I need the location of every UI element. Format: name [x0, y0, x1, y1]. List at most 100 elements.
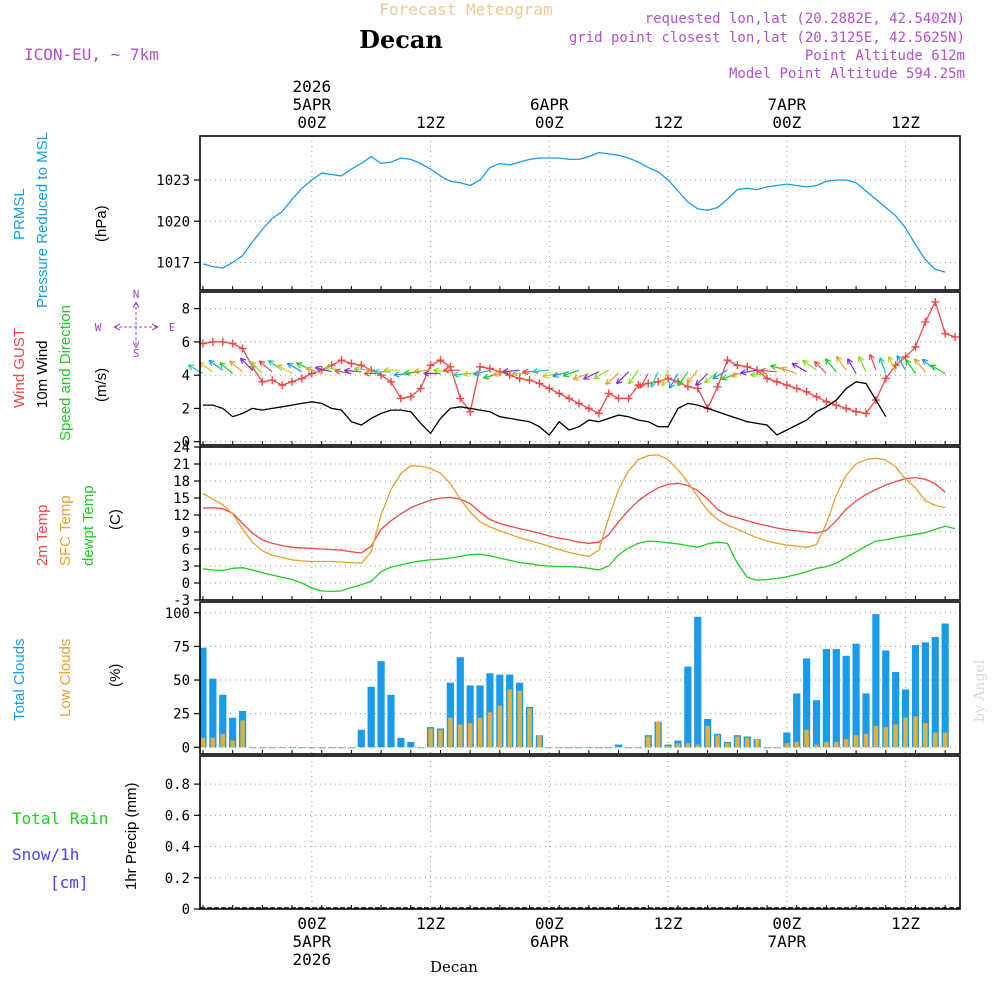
wind-arrow	[868, 353, 877, 371]
gust-point	[525, 376, 534, 385]
low-cloud-bar	[497, 705, 503, 748]
wind-arrow	[677, 371, 689, 387]
total-cloud-bar	[456, 657, 464, 748]
wind-arrow	[542, 372, 560, 379]
gust-point	[693, 384, 702, 393]
cloud-panel-label: Total Clouds Low Clouds (%)	[11, 638, 124, 721]
model-name: ICON-EU, ~ 7km	[24, 45, 159, 64]
low-cloud-bar	[458, 724, 463, 748]
wind-arrow	[835, 355, 847, 371]
gust-point	[683, 382, 692, 391]
total-cloud-bar	[614, 744, 623, 748]
wind-arrow	[228, 360, 243, 373]
pressure-unit: (hPa)	[93, 205, 110, 242]
gust-point	[347, 359, 356, 368]
low-cloud-bar	[537, 735, 542, 748]
gust-point	[476, 362, 485, 371]
grid-point-lonlat: grid point closest lon,lat (20.3125E, 42…	[569, 30, 965, 46]
wind-arrow	[593, 369, 609, 380]
wind-series-wind-gust	[202, 300, 956, 415]
compass-n: N	[133, 288, 140, 301]
bottom-time-label: 12Z	[891, 914, 920, 933]
wind-arrow	[639, 373, 649, 389]
wind-label-10m: 10m Wind	[34, 340, 51, 408]
low-cloud-bar	[843, 739, 849, 748]
top-time-label: 6APR	[530, 95, 569, 114]
cloud-label-low: Low Clouds	[57, 639, 74, 717]
gust-point	[733, 361, 742, 370]
wind-label-gust: Wind GUST	[11, 328, 28, 408]
low-cloud-bar	[527, 708, 532, 748]
bottom-time-label: 5APR	[293, 932, 332, 951]
gust-point	[238, 344, 247, 353]
wind-arrow	[824, 358, 837, 373]
low-cloud-bar	[754, 739, 760, 748]
gust-point	[208, 337, 217, 346]
wind-arrow	[615, 371, 629, 385]
footer-location: Decan	[430, 958, 478, 976]
gust-point	[802, 387, 811, 396]
gust-point	[584, 404, 593, 413]
temp-unit: (C)	[107, 509, 124, 530]
gust-point	[822, 397, 831, 406]
temperature-ytick-label: 24	[173, 440, 190, 456]
temperature-ytick-label: 6	[182, 542, 190, 558]
wind-arrow	[703, 371, 718, 384]
cloud-unit: (%)	[107, 664, 124, 687]
point-altitude: Point Altitude 612m	[805, 48, 965, 64]
total-cloud-bar	[219, 694, 227, 748]
total-cloud-bar	[684, 666, 692, 748]
gust-point	[575, 399, 584, 408]
top-time-label: 12Z	[891, 113, 920, 132]
wind-arrow	[219, 361, 234, 374]
pressure-panel-label: PRMSL Pressure Reduced to MSL (hPa)	[11, 132, 110, 308]
total-cloud-bar	[486, 673, 494, 748]
total-cloud-bar	[367, 686, 375, 748]
wind-ytick-label: 8	[182, 302, 190, 318]
temperature-ytick-label: 9	[182, 525, 190, 541]
wind-arrow	[896, 354, 907, 371]
total-cloud-bar	[931, 636, 939, 748]
total-cloud-bar	[466, 685, 474, 748]
gust-point	[436, 356, 445, 365]
temperature-ytick-label: 21	[173, 457, 190, 473]
total-cloud-bar	[892, 671, 900, 748]
low-cloud-bar	[933, 732, 938, 748]
pressure-series-prmsl	[202, 151, 946, 273]
precip-ytick-label: 0.2	[165, 871, 190, 887]
gust-point	[901, 352, 910, 361]
low-cloud-bar	[230, 740, 235, 748]
gust-point	[713, 382, 722, 391]
low-cloud-bar	[507, 689, 512, 748]
wind-arrow	[582, 371, 600, 380]
wind-arrow	[802, 359, 817, 371]
gust-point	[624, 394, 633, 403]
pressure-ytick-label: 1023	[156, 173, 190, 189]
total-cloud-bar	[941, 623, 949, 748]
gust-point	[377, 371, 386, 380]
precip-label-snow: Snow/1h	[12, 845, 79, 864]
low-cloud-bar	[863, 733, 869, 748]
total-cloud-bar	[694, 616, 702, 748]
wind-arrow	[276, 364, 293, 375]
wind-arrow	[929, 364, 946, 375]
total-cloud-bar	[199, 647, 207, 748]
clouds-ytick-label: 75	[173, 639, 190, 655]
wind-ytick-label: 2	[182, 401, 190, 417]
gust-point	[545, 384, 554, 393]
compass-w: W	[95, 321, 102, 334]
gust-point	[941, 329, 950, 338]
wind-arrow	[249, 360, 263, 374]
wind-arrow	[462, 370, 481, 377]
total-cloud-bar	[209, 678, 217, 748]
temperature-series-sfc-temp	[202, 454, 946, 564]
gust-point	[772, 377, 781, 386]
low-cloud-bar	[438, 729, 443, 748]
precip-ytick-label: 0.6	[165, 808, 190, 824]
wind-arrow	[208, 359, 224, 371]
gust-point	[594, 409, 603, 418]
gust-point	[604, 389, 613, 398]
temperature-ytick-label: 0	[182, 576, 190, 592]
